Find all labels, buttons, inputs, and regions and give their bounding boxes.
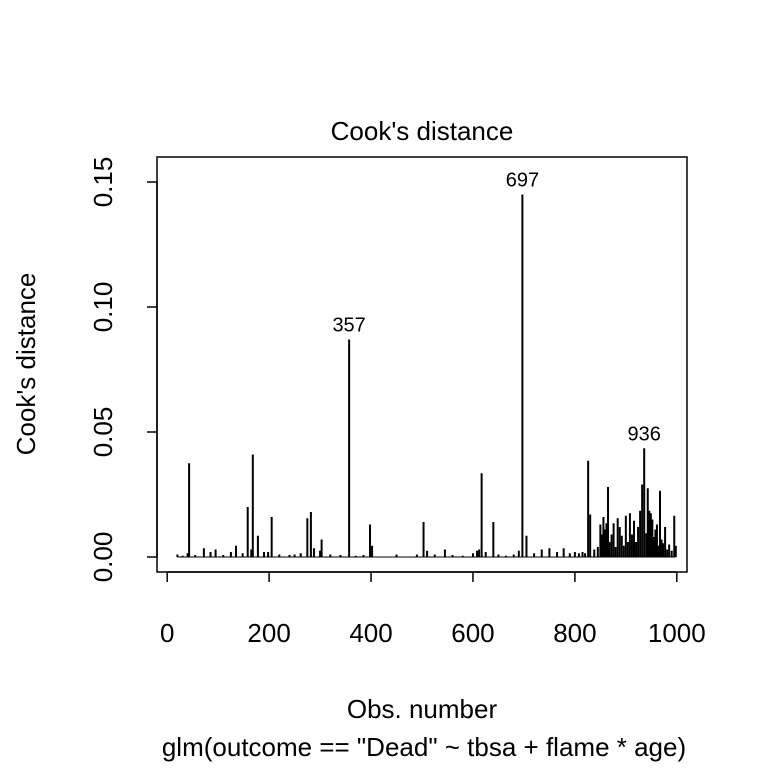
y-axis-label: Cook's distance bbox=[11, 273, 41, 456]
y-axis: 0.00 0.05 0.10 0.15 bbox=[88, 157, 158, 583]
y-tick-label: 0.15 bbox=[88, 157, 118, 208]
x-tick-label: 200 bbox=[247, 618, 290, 648]
point-label: 357 bbox=[332, 315, 365, 337]
y-tick-label: 0.10 bbox=[88, 282, 118, 333]
bars-group bbox=[176, 194, 677, 558]
annotations-group: 357 697 936 bbox=[332, 170, 660, 446]
x-axis: 0 200 400 600 800 1000 bbox=[160, 571, 706, 648]
x-tick-label: 1000 bbox=[648, 618, 706, 648]
x-tick-label: 400 bbox=[349, 618, 392, 648]
point-label: 697 bbox=[506, 170, 539, 192]
x-axis-label: Obs. number bbox=[347, 694, 498, 724]
x-tick-label: 600 bbox=[451, 618, 494, 648]
x-tick-label: 800 bbox=[553, 618, 596, 648]
y-tick-label: 0.00 bbox=[88, 532, 118, 583]
model-formula-caption: glm(outcome == "Dead" ~ tbsa + flame * a… bbox=[162, 732, 686, 762]
x-tick-label: 0 bbox=[160, 618, 174, 648]
point-label: 936 bbox=[628, 423, 661, 445]
y-tick-label: 0.05 bbox=[88, 407, 118, 458]
chart-title: Cook's distance bbox=[331, 116, 514, 146]
